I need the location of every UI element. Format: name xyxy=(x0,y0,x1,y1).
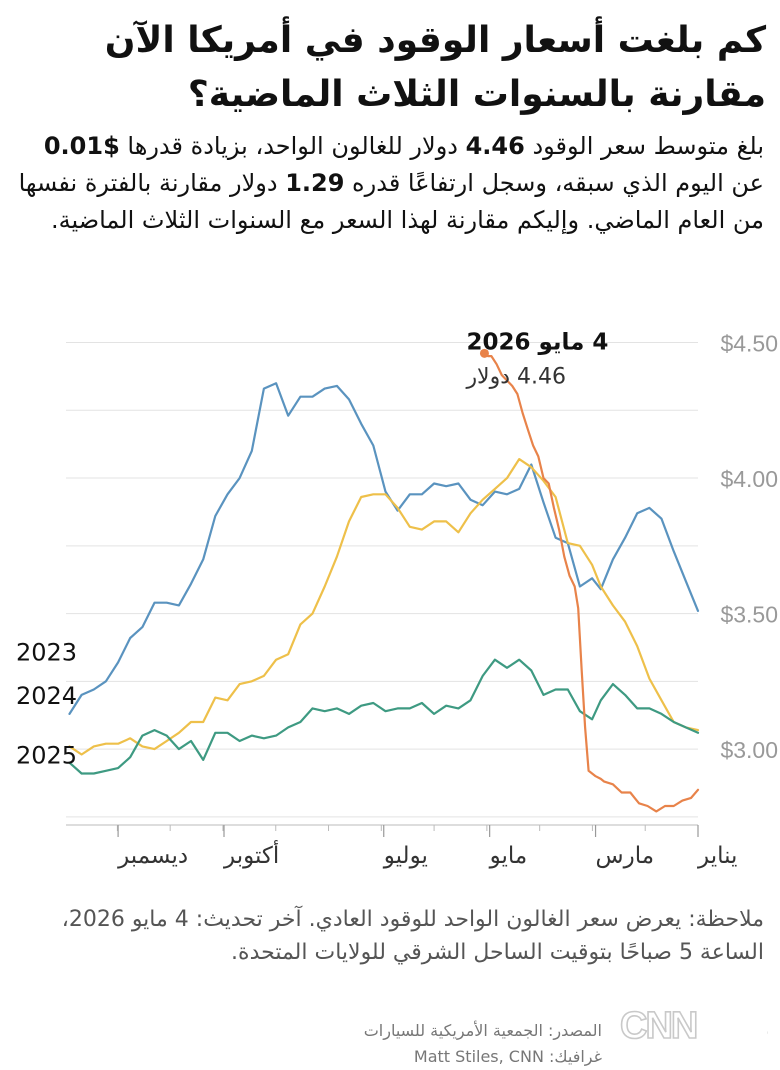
x-tick-label: أكتوبر xyxy=(223,840,279,869)
logo-arabic: بالعربية xyxy=(766,1014,768,1042)
subtitle-daily-change: $0.01 xyxy=(43,132,120,160)
series-line-2024 xyxy=(68,458,700,756)
source-block: المصدر: الجمعية الأمريكية للسيارات غرافي… xyxy=(272,1018,602,1070)
subtitle-text-4: دولار مقارنة بالفترة نفسها من العام الما… xyxy=(18,169,764,234)
y-tick-label: $4.00 xyxy=(720,466,778,492)
y-tick-label: $3.50 xyxy=(720,602,778,628)
cnn-arabic-logo: CNN بالعربية xyxy=(619,1004,768,1048)
x-tick-label: يوليو xyxy=(383,843,428,869)
source-text: المصدر: الجمعية الأمريكية للسيارات xyxy=(363,1021,602,1040)
series-line-2025 xyxy=(68,658,700,775)
credit-text: غرافيك: Matt Stiles, CNN xyxy=(413,1047,602,1066)
y-tick-label: $4.50 xyxy=(720,331,778,357)
x-tick-label: مارس xyxy=(596,843,655,869)
chart-note: ملاحظة: يعرض سعر الغالون الواحد للوقود ا… xyxy=(61,907,764,965)
series-label-2025: 2025 xyxy=(16,742,77,770)
chart-subtitle: بلغ متوسط سعر الوقود 4.46 دولار للغالون … xyxy=(14,128,764,239)
annotation-date: 4 مايو 2026 xyxy=(466,329,608,355)
series-label-2023: 2023 xyxy=(16,639,77,667)
series-line-2026 xyxy=(483,352,700,813)
series-line-2023 xyxy=(68,382,700,715)
line-chart: $4.50 $4.00 $3.50 $3.00 يناير مارس مايو يوليو أك… xyxy=(16,329,778,869)
subtitle-text-1: بلغ متوسط سعر الوقود xyxy=(524,132,764,160)
subtitle-current-price: 4.46 xyxy=(465,132,525,160)
latest-point-marker xyxy=(479,348,489,358)
chart-area: $4.50 $4.00 $3.50 $3.00 يناير مارس مايو يوليو أك… xyxy=(0,290,780,880)
x-tick-label: مايو xyxy=(489,843,528,869)
logo-brand: CNN xyxy=(620,1005,696,1047)
subtitle-text-3: عن اليوم الذي سبقه، وسجل ارتفاعًا قدره xyxy=(344,169,764,197)
chart-title: كم بلغت أسعار الوقود في أمريكا الآن مقار… xyxy=(104,20,766,115)
subtitle-yearly-change: 1.29 xyxy=(285,169,345,197)
x-tick-label: ديسمبر xyxy=(117,843,188,869)
subtitle-text-2: دولار للغالون الواحد، بزيادة قدرها xyxy=(119,132,466,160)
series-label-2024: 2024 xyxy=(16,682,77,710)
annotation-value: 4.46 دولار xyxy=(465,364,566,389)
y-tick-label: $3.00 xyxy=(720,737,778,763)
x-tick-label: يناير xyxy=(697,843,737,869)
